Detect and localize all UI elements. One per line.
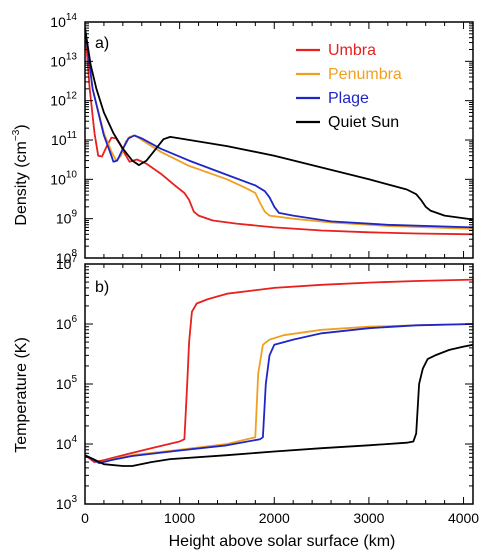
panel-label-b: b) — [95, 279, 109, 296]
y-tick-exponent: 5 — [71, 374, 77, 385]
temperature-plot-frame — [84, 263, 474, 505]
x-axis-title: Height above solar surface (km) — [169, 533, 396, 550]
density-y-axis-title-close: ) — [13, 124, 30, 129]
density-y-tick-label: 1012 — [50, 91, 77, 109]
y-tick-exponent: 3 — [71, 494, 77, 505]
density-y-tick-label: 109 — [56, 209, 78, 227]
density-line-plage — [85, 27, 473, 229]
density-y-tick-label: 1011 — [51, 130, 77, 148]
y-tick-exponent: 14 — [66, 12, 78, 23]
temperature-y-tick-label: 107 — [56, 254, 78, 272]
y-tick-exponent: 8 — [71, 248, 77, 259]
x-tick-label: 0 — [81, 510, 89, 526]
panel-label-a: a) — [95, 35, 109, 52]
y-tick-exponent: 13 — [66, 51, 78, 62]
density-line-umbra — [85, 28, 473, 236]
x-tick-label: 4000 — [448, 510, 479, 526]
y-tick-base: 10 — [50, 53, 66, 69]
temperature-line-penumbra — [85, 323, 473, 464]
temperature-series-group — [85, 278, 473, 467]
legend: Umbra Penumbra Plage Quiet Sun — [296, 42, 402, 131]
legend-label-umbra: Umbra — [328, 42, 376, 59]
temperature-y-tick-label: 106 — [56, 314, 78, 332]
temperature-y-tick-label: 105 — [56, 374, 78, 392]
y-tick-base: 10 — [50, 171, 66, 187]
density-line-quiet-sun — [85, 27, 473, 221]
temperature-line-plage — [85, 323, 473, 464]
temperature-line-quiet-sun — [85, 343, 473, 467]
y-tick-exponent: 10 — [66, 169, 78, 180]
legend-label-penumbra: Penumbra — [328, 66, 402, 83]
legend-label-quiet-sun: Quiet Sun — [328, 114, 399, 131]
y-tick-base: 10 — [50, 93, 66, 109]
y-tick-base: 10 — [56, 496, 72, 512]
temperature-y-axis-title: Temperature (K) — [13, 337, 30, 453]
y-tick-exponent: 6 — [71, 314, 77, 325]
y-tick-exponent: 12 — [66, 91, 78, 102]
y-tick-exponent: 9 — [71, 209, 77, 220]
y-tick-base: 10 — [56, 256, 72, 272]
y-tick-base: 10 — [51, 132, 67, 148]
x-tick-label: 1000 — [164, 510, 195, 526]
y-tick-base: 10 — [56, 436, 72, 452]
y-tick-base: 10 — [50, 14, 66, 30]
y-tick-exponent: 7 — [71, 254, 77, 265]
density-line-penumbra — [85, 27, 473, 230]
x-tick-label: 3000 — [353, 510, 384, 526]
density-y-axis-title-main: Density (cm — [13, 141, 30, 225]
y-tick-base: 10 — [56, 211, 72, 227]
density-y-tick-label: 1013 — [50, 51, 77, 69]
y-tick-exponent: 11 — [67, 130, 78, 141]
density-y-tick-label: 1014 — [50, 12, 77, 30]
legend-label-plage: Plage — [328, 90, 369, 107]
temperature-y-tick-label: 104 — [56, 434, 78, 452]
y-tick-base: 10 — [56, 250, 72, 266]
y-tick-base: 10 — [56, 376, 72, 392]
y-tick-base: 10 — [56, 316, 72, 332]
density-y-axis-title: Density (cm−3) — [11, 124, 30, 225]
x-tick-label: 2000 — [259, 510, 290, 526]
density-y-axis-title-exponent: −3 — [11, 129, 22, 141]
temperature-line-umbra — [85, 278, 473, 463]
temperature-y-tick-label: 103 — [56, 494, 78, 512]
y-tick-exponent: 4 — [71, 434, 77, 445]
density-y-tick-label: 108 — [56, 248, 78, 266]
density-y-tick-label: 1010 — [50, 169, 77, 187]
density-series-group — [85, 27, 473, 236]
